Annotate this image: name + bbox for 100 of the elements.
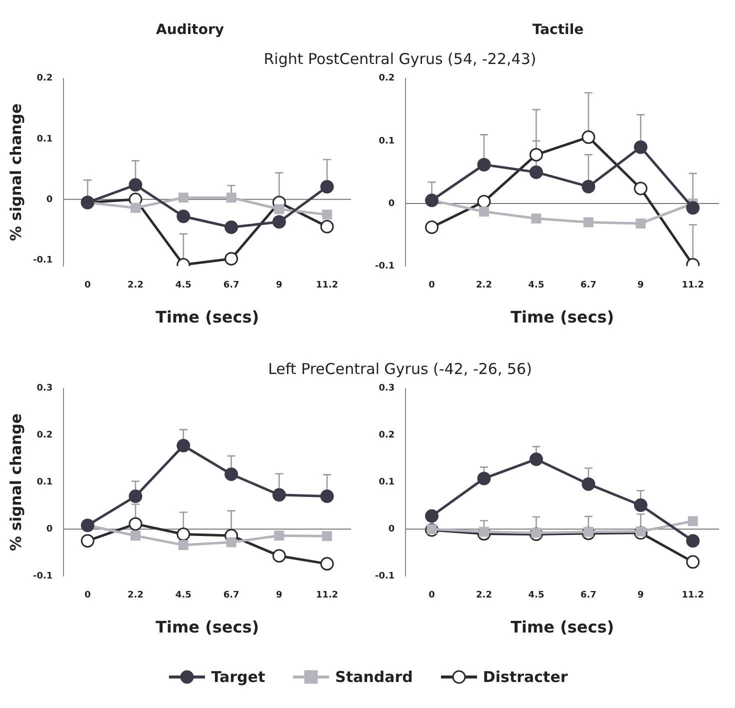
point (531, 528, 542, 538)
y-tick-label: 0 (388, 524, 395, 534)
point (176, 210, 190, 224)
x-tick-label: 2.2 (128, 590, 144, 601)
point (272, 488, 286, 502)
y-tick-label: 0 (388, 198, 395, 209)
point (320, 180, 334, 194)
y-tick-label: -0.1 (32, 571, 53, 582)
y-axis-title: % signal change (6, 103, 25, 241)
point (582, 477, 596, 491)
text: Left PreCentral Gyrus (-42, -26, 56) (267, 360, 533, 378)
x-axis-title: Time (secs) (510, 618, 614, 637)
point (479, 206, 489, 217)
point (176, 528, 190, 542)
y-tick-label: -0.1 (374, 571, 395, 582)
point (322, 531, 332, 542)
x-tick-label: 0 (428, 280, 435, 291)
point (320, 490, 334, 504)
point (224, 467, 238, 481)
x-axis-title: Time (secs) (510, 308, 614, 327)
point (224, 220, 238, 234)
x-tick-label: 0 (428, 590, 435, 601)
y-tick-label: 0.1 (378, 478, 395, 488)
point (529, 165, 543, 179)
point (686, 534, 700, 548)
y-tick-label: 0.2 (36, 430, 53, 441)
y-tick-label: 0.2 (378, 430, 395, 441)
y-axis-title: % signal change (6, 413, 25, 551)
point (477, 472, 491, 486)
point (636, 218, 646, 228)
point (224, 252, 238, 266)
point (274, 530, 284, 541)
x-tick-label: 9 (276, 280, 282, 291)
point (686, 555, 700, 569)
legend-label: Target (211, 668, 266, 686)
x-tick-label: 6.7 (580, 590, 596, 601)
point (128, 517, 142, 531)
point (178, 540, 188, 550)
x-tick-label: 2.2 (128, 280, 144, 291)
point (226, 537, 236, 548)
point (274, 204, 284, 214)
x-tick-label: 11.2 (316, 280, 338, 291)
point (477, 158, 491, 172)
point (320, 220, 334, 234)
point (425, 220, 439, 234)
point (130, 530, 140, 541)
y-tick-label: 0.3 (36, 384, 53, 394)
x-tick-label: 0 (84, 280, 91, 291)
x-tick-label: 4.5 (528, 590, 544, 601)
point (128, 178, 142, 192)
x-tick-label: 9 (638, 280, 644, 291)
point (529, 148, 543, 162)
point (634, 140, 648, 154)
point (322, 210, 332, 220)
x-tick-label: 2.2 (476, 590, 492, 601)
point (130, 202, 140, 213)
point (582, 130, 596, 144)
point (531, 213, 542, 224)
legend-label: Standard (335, 668, 413, 686)
point (425, 509, 439, 523)
x-tick-label: 4.5 (175, 590, 192, 601)
y-tick-label: 0.2 (378, 74, 395, 84)
x-tick-label: 4.5 (528, 280, 544, 291)
y-tick-label: 0.2 (36, 74, 53, 84)
point (477, 194, 491, 208)
x-axis-title: Time (secs) (156, 618, 260, 637)
point (272, 549, 286, 563)
chart-title: Auditory (155, 22, 225, 38)
y-tick-label: -0.1 (32, 255, 53, 266)
legend-label: Distracter (482, 668, 568, 686)
point (583, 217, 594, 228)
point (176, 438, 190, 452)
x-tick-label: 0 (84, 590, 91, 601)
point (582, 180, 596, 194)
point (634, 498, 648, 512)
x-tick-label: 6.7 (223, 280, 240, 291)
y-tick-label: -0.1 (374, 261, 395, 272)
point (688, 516, 698, 526)
point (128, 490, 142, 504)
point (272, 215, 286, 229)
text: Right PostCentral Gyrus (54, -22,43) (262, 50, 538, 68)
point (529, 452, 543, 466)
y-tick-label: 0.1 (36, 478, 53, 488)
y-tick-label: 0 (46, 194, 53, 205)
x-tick-label: 6.7 (580, 280, 596, 291)
x-tick-label: 11.2 (316, 590, 338, 601)
y-tick-label: 0.3 (378, 384, 395, 394)
x-tick-label: 4.5 (175, 280, 192, 291)
point (686, 201, 700, 215)
y-tick-label: 0.1 (378, 136, 395, 146)
x-tick-label: 2.2 (476, 280, 492, 291)
y-tick-label: 0 (46, 524, 53, 534)
point (226, 192, 236, 203)
x-tick-label: 11.2 (682, 590, 704, 601)
x-tick-label: 6.7 (223, 590, 240, 601)
point (634, 182, 648, 196)
point (320, 557, 334, 571)
point (178, 192, 188, 203)
x-axis-title: Time (secs) (156, 308, 260, 327)
x-tick-label: 9 (638, 590, 644, 601)
